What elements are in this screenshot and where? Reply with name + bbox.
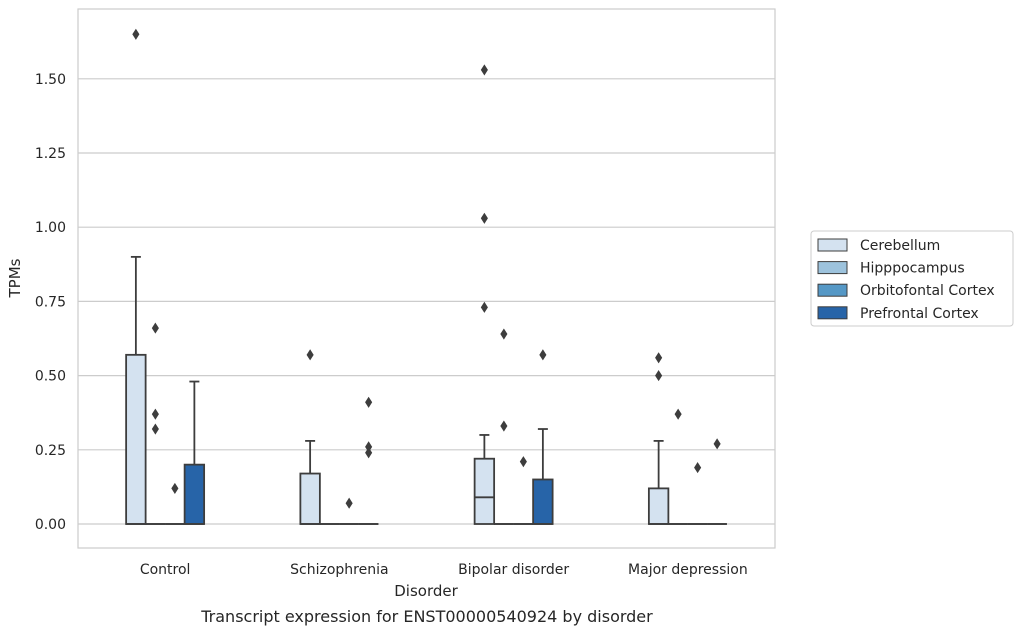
outlier-point bbox=[151, 408, 159, 420]
legend-label: Orbitofontal Cortex bbox=[860, 283, 995, 299]
box bbox=[125, 353, 147, 525]
x-tick-label: Bipolar disorder bbox=[458, 562, 569, 578]
chart-caption: Transcript expression for ENST0000054092… bbox=[200, 607, 653, 626]
legend-swatch bbox=[817, 238, 848, 252]
legend-label: Hipppocampus bbox=[860, 261, 965, 277]
outlier-point bbox=[151, 423, 159, 435]
outlier-point bbox=[171, 482, 179, 494]
legend-swatch bbox=[817, 261, 848, 275]
grid-lines bbox=[78, 78, 775, 525]
outlier-point bbox=[151, 322, 159, 334]
legend-frame bbox=[810, 230, 1014, 327]
x-tick-label: Major depression bbox=[628, 562, 748, 578]
outlier-point bbox=[132, 28, 140, 40]
outlier-point bbox=[713, 438, 721, 450]
x-axis-label: Disorder bbox=[394, 582, 458, 600]
box bbox=[532, 478, 554, 525]
box bbox=[473, 457, 496, 525]
x-tick-labels: Control Schizophrenia Bipolar disorder Majo… bbox=[140, 562, 748, 578]
outlier-point bbox=[306, 349, 314, 361]
outlier-point bbox=[655, 370, 663, 382]
outlier-point bbox=[480, 212, 488, 224]
boxes bbox=[125, 255, 727, 525]
plot-frame bbox=[77, 8, 776, 549]
outliers bbox=[132, 28, 721, 509]
y-tick-label: 0.00 bbox=[35, 517, 66, 533]
y-tick-label: 1.00 bbox=[35, 220, 66, 236]
y-tick-label: 0.50 bbox=[35, 369, 66, 385]
x-tick-label: Schizophrenia bbox=[290, 562, 388, 578]
box bbox=[647, 487, 670, 525]
outlier-point bbox=[365, 441, 373, 453]
outlier-point bbox=[539, 349, 547, 361]
y-tick-label: 0.25 bbox=[35, 443, 66, 459]
y-axis-label: TPMs bbox=[6, 258, 24, 298]
outlier-point bbox=[655, 352, 663, 364]
y-tick-label: 1.50 bbox=[35, 72, 66, 88]
outlier-point bbox=[480, 301, 488, 313]
outlier-point bbox=[480, 64, 488, 76]
outlier-point bbox=[365, 396, 373, 408]
x-tick-label: Control bbox=[140, 562, 191, 578]
legend-swatch bbox=[817, 283, 848, 297]
outlier-point bbox=[345, 497, 353, 509]
y-tick-label: 1.25 bbox=[35, 146, 66, 162]
y-tick-label: 0.75 bbox=[35, 294, 66, 310]
outlier-point bbox=[500, 328, 508, 340]
legend-label: Cerebellum bbox=[860, 238, 940, 254]
outlier-point bbox=[674, 408, 682, 420]
outlier-point bbox=[500, 420, 508, 432]
y-tick-labels: 0.00 0.25 0.50 0.75 1.00 1.25 1.50 bbox=[35, 72, 66, 533]
legend-swatch bbox=[817, 306, 848, 320]
outlier-point bbox=[519, 456, 527, 468]
legend-label: Prefrontal Cortex bbox=[860, 306, 979, 322]
box bbox=[183, 463, 206, 525]
outlier-point bbox=[365, 447, 373, 459]
outlier-point bbox=[694, 462, 702, 474]
legend: Cerebellum Hipppocampus Orbitofontal Corte… bbox=[810, 230, 1014, 327]
box bbox=[299, 472, 321, 525]
